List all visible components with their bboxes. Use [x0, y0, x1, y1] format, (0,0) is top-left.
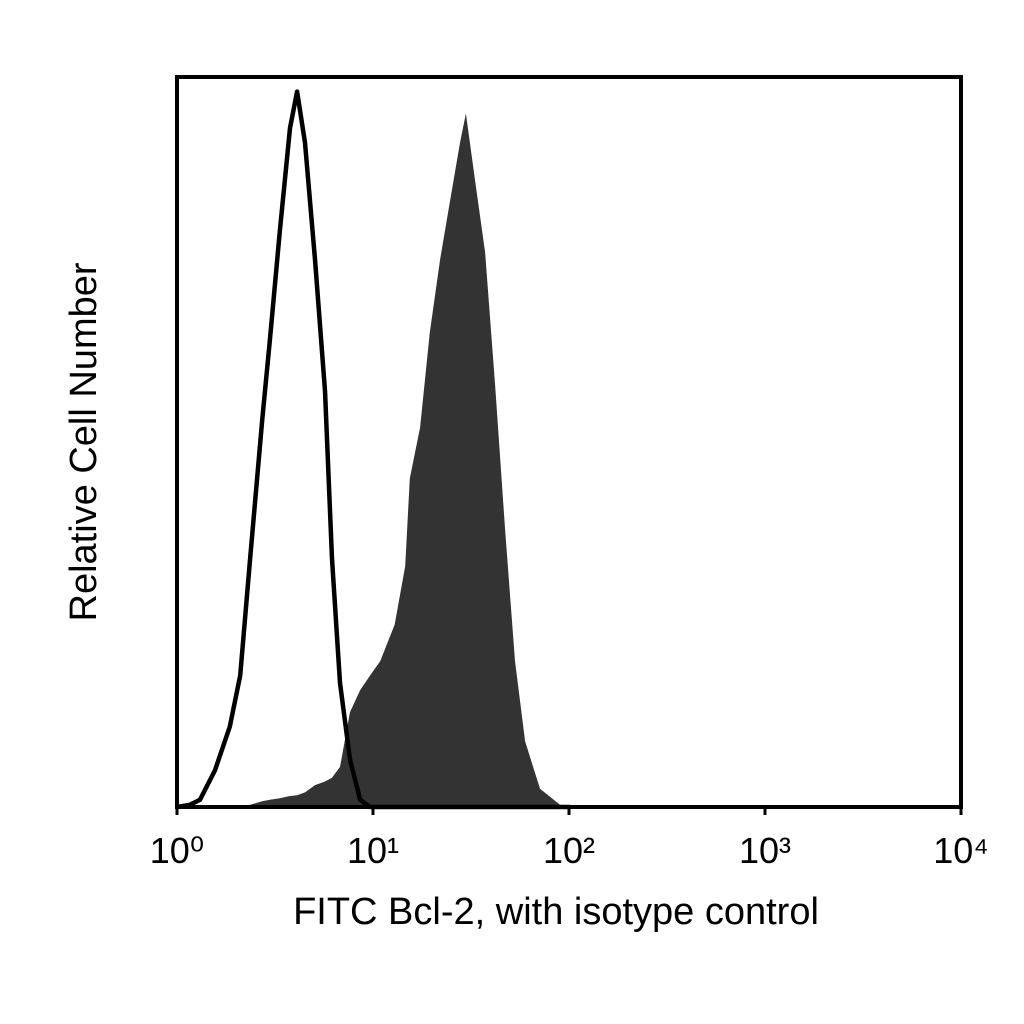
x-tick-label: 10¹	[347, 830, 399, 871]
x-tick-label: 10²	[543, 830, 595, 871]
x-tick-label: 10⁴	[933, 830, 989, 871]
x-axis-label: FITC Bcl-2, with isotype control	[293, 891, 819, 933]
plot-frame	[175, 75, 963, 809]
filled-histogram	[177, 113, 570, 807]
x-tick-label: 10³	[739, 830, 791, 871]
y-axis-label: Relative Cell Number	[63, 262, 105, 621]
x-tick-label: 10⁰	[150, 830, 204, 871]
